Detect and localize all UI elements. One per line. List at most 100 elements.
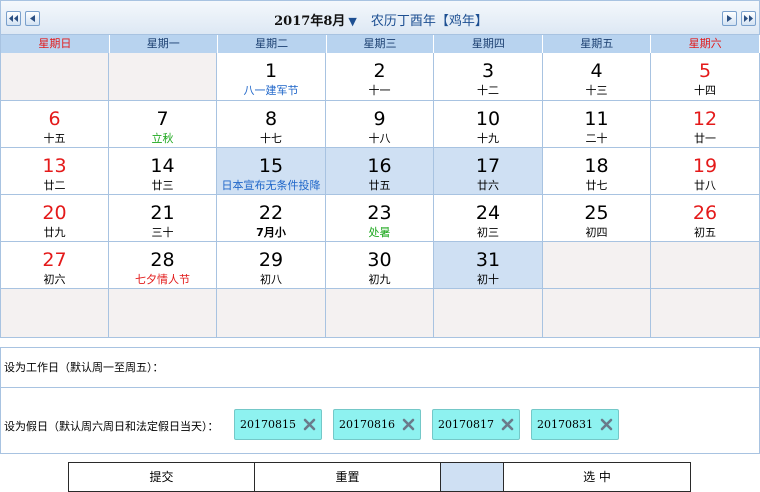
lunar-label: 初十 [477, 273, 499, 286]
day-cell[interactable]: 17 廿六 [434, 148, 543, 195]
holiday-chip-date: 20170831 [537, 418, 593, 431]
day-cell[interactable]: 3 十二 [434, 53, 543, 101]
day-number: 6 [48, 108, 61, 130]
day-number: 27 [42, 249, 67, 271]
chevron-right-icon [727, 15, 732, 22]
lunar-label: 廿三 [151, 179, 174, 192]
holiday-chip: 20170831 [531, 409, 619, 440]
day-cell[interactable]: 23 处暑 [326, 195, 434, 242]
reset-button[interactable]: 重置 [255, 463, 441, 491]
day-cell[interactable]: 15 日本宣布无条件投降 [217, 148, 326, 195]
next-year-button[interactable] [741, 11, 756, 26]
day-cell[interactable]: 18 廿七 [543, 148, 651, 195]
holiday-chip-date: 20170815 [240, 418, 296, 431]
day-cell[interactable]: 10 十九 [434, 101, 543, 148]
close-icon[interactable] [303, 418, 316, 431]
lunar-label: 廿七 [585, 179, 608, 192]
holiday-row: 设为假日（默认周六周日和法定假日当天）： [1, 388, 759, 454]
empty-day-cell [543, 289, 651, 338]
holiday-chip-date: 20170817 [438, 418, 494, 431]
empty-day-cell [434, 289, 543, 338]
day-cell[interactable]: 8 十七 [217, 101, 326, 148]
empty-day-cell [326, 289, 434, 338]
day-cell[interactable]: 24 初三 [434, 195, 543, 242]
lunar-label: 廿二 [43, 179, 66, 192]
day-number: 31 [475, 249, 501, 271]
weekday-label: 星期日 [1, 35, 110, 53]
day-number: 25 [584, 202, 609, 224]
day-number: 4 [590, 60, 603, 82]
lunar-label: 二十 [585, 132, 608, 145]
day-number: 14 [150, 155, 175, 177]
close-icon[interactable] [501, 418, 514, 431]
day-cell[interactable]: 11 二十 [543, 101, 651, 148]
weekday-label: 星期三 [327, 35, 435, 53]
day-cell[interactable]: 21 三十 [109, 195, 217, 242]
day-cell[interactable]: 14 廿三 [109, 148, 217, 195]
day-cell[interactable]: 1 八一建军节 [217, 53, 326, 101]
day-number: 5 [698, 60, 712, 82]
select-button[interactable]: 选 中 [504, 463, 690, 491]
day-cell[interactable]: 2 十一 [326, 53, 434, 101]
prev-month-button[interactable] [25, 11, 40, 26]
day-cell[interactable]: 16 廿五 [326, 148, 434, 195]
day-number: 22 [258, 202, 284, 224]
day-number: 20 [42, 202, 67, 224]
day-number: 13 [42, 155, 67, 177]
day-cell[interactable]: 19 廿八 [651, 148, 760, 195]
empty-day-cell [651, 242, 760, 289]
year-month-selector[interactable]: 2017年8月 [274, 14, 346, 29]
day-cell[interactable]: 20 廿九 [0, 195, 109, 242]
close-icon[interactable] [402, 418, 415, 431]
blank-button[interactable] [441, 463, 504, 491]
caret-down-icon[interactable]: ▼ [348, 15, 357, 28]
prev-year-button[interactable] [6, 11, 21, 26]
day-cell[interactable]: 13 廿二 [0, 148, 109, 195]
holiday-chip-date: 20170816 [339, 418, 395, 431]
empty-day-cell [543, 242, 651, 289]
submit-button[interactable]: 提交 [69, 463, 255, 491]
day-cell[interactable]: 22 7月小 [217, 195, 326, 242]
day-number: 18 [584, 155, 609, 177]
lunar-label: 廿五 [368, 179, 391, 192]
next-month-button[interactable] [722, 11, 737, 26]
lunar-label: 十三 [585, 84, 608, 97]
lunar-label: 七夕情人节 [135, 273, 190, 286]
weekday-label: 星期一 [110, 35, 218, 53]
day-number: 1 [264, 60, 278, 82]
lunar-label: 初五 [694, 226, 716, 239]
calendar-header: 2017年8月 ▼ 农历丁酉年【鸡年】 [0, 0, 760, 35]
lunar-label: 7月小 [256, 226, 286, 239]
day-cell[interactable]: 5 十四 [651, 53, 760, 101]
day-number: 26 [692, 202, 718, 224]
day-cell[interactable]: 26 初五 [651, 195, 760, 242]
lunar-label: 日本宣布无条件投降 [221, 179, 321, 192]
day-cell[interactable]: 4 十三 [543, 53, 651, 101]
day-cell[interactable]: 27 初六 [0, 242, 109, 289]
day-number: 11 [584, 108, 609, 130]
day-cell[interactable]: 31 初十 [434, 242, 543, 289]
day-cell[interactable]: 6 十五 [0, 101, 109, 148]
day-number: 12 [692, 108, 718, 130]
weekday-label: 星期四 [434, 35, 544, 53]
close-icon[interactable] [600, 418, 613, 431]
lunar-label: 十一 [368, 84, 391, 97]
day-cell[interactable]: 9 十八 [326, 101, 434, 148]
day-cell[interactable]: 30 初九 [326, 242, 434, 289]
day-number: 10 [475, 108, 501, 130]
lunar-label: 初三 [477, 226, 499, 239]
day-cell[interactable]: 25 初四 [543, 195, 651, 242]
day-cell[interactable]: 29 初八 [217, 242, 326, 289]
lunar-label: 处暑 [368, 226, 391, 239]
day-cell[interactable]: 7 立秋 [109, 101, 217, 148]
day-number: 17 [475, 155, 501, 177]
day-cell[interactable]: 28 七夕情人节 [109, 242, 217, 289]
holiday-chip: 20170817 [432, 409, 520, 440]
empty-day-cell [0, 289, 109, 338]
lunar-year-label: 农历丁酉年【鸡年】 [370, 14, 488, 29]
day-number: 9 [373, 108, 386, 130]
day-number: 7 [156, 108, 169, 130]
day-number: 8 [264, 108, 278, 130]
day-cell[interactable]: 12 廿一 [651, 101, 760, 148]
holiday-chip: 20170815 [234, 409, 322, 440]
